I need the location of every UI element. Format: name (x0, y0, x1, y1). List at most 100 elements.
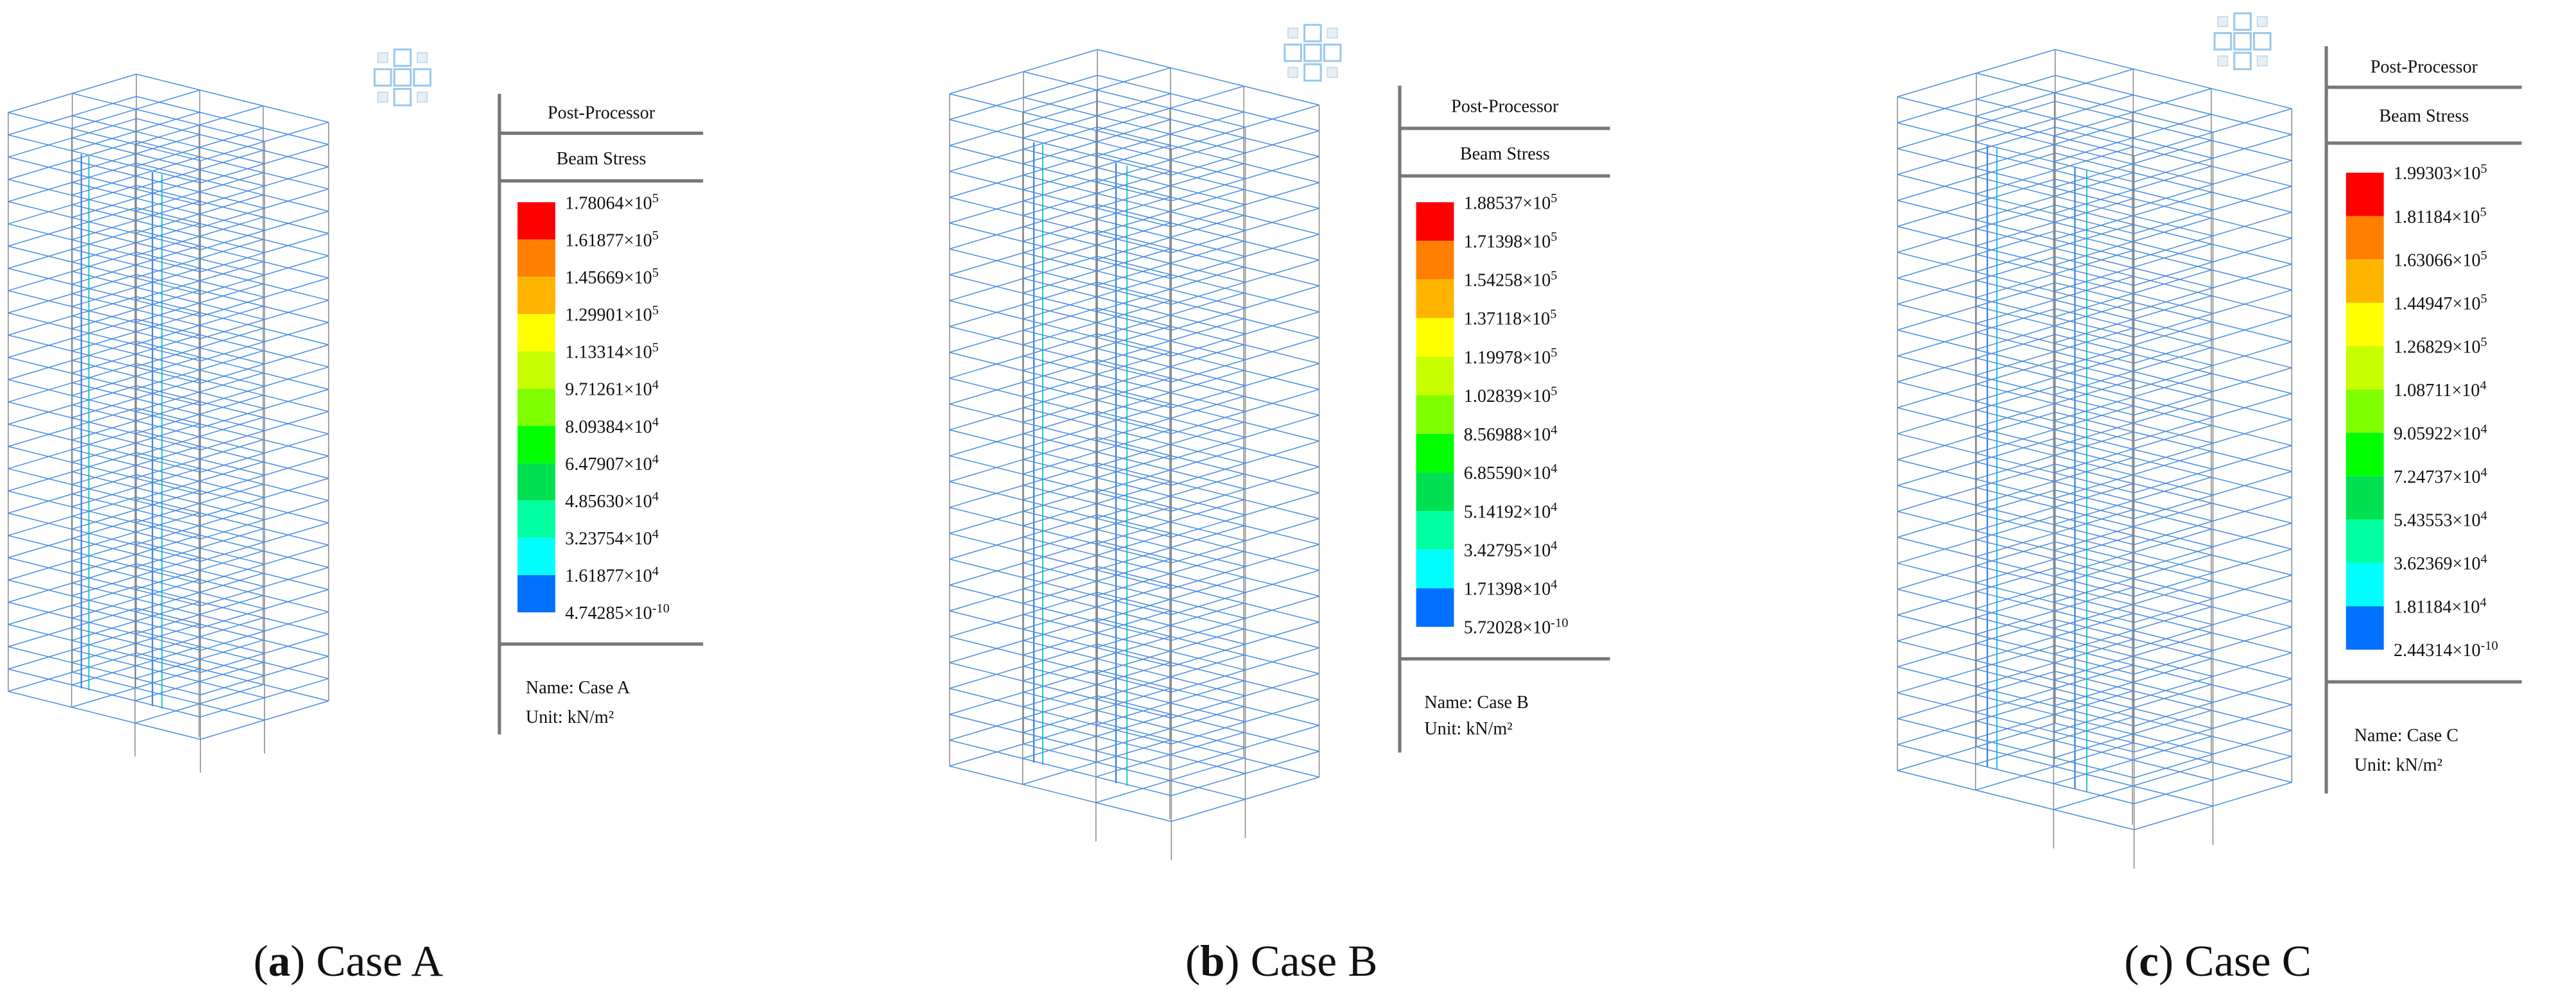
scale-exponent: 4 (2480, 379, 2486, 393)
floor-beam (136, 118, 329, 168)
floor-beam (1976, 176, 2213, 237)
scale-label: 1.63066×105 (2394, 248, 2487, 270)
scale-label: 1.44947×105 (2394, 292, 2487, 314)
color-swatch (2345, 216, 2384, 260)
floor-beam (136, 296, 329, 345)
scale-label: 1.29901×105 (565, 303, 659, 325)
floor-beam (1097, 411, 1319, 467)
floor-beam (1976, 513, 2213, 574)
floor-beam (949, 740, 1172, 797)
floor-beam (8, 468, 201, 517)
floor-beam (949, 222, 1172, 279)
legend-subheader: Beam Stress (2379, 107, 2469, 126)
scale-label: 3.62369×104 (2394, 552, 2487, 574)
scale-exponent: 5 (2480, 162, 2487, 176)
view-cube-corner (1327, 28, 1338, 39)
floor-beam (8, 646, 201, 696)
floor-beam (200, 322, 329, 361)
floor-beam (8, 652, 137, 692)
unit: Unit: kN/m² (526, 707, 614, 727)
scale-label: 1.37118×105 (1464, 307, 1557, 329)
floor-beam (8, 624, 201, 673)
scale-exponent: 5 (1551, 268, 1557, 282)
floor-beam (1023, 71, 1246, 128)
scale-label: 1.61877×105 (565, 229, 659, 250)
view-cube-corner (2217, 55, 2229, 67)
floor-beam (1097, 74, 1319, 132)
floor-beam (8, 223, 201, 273)
scale-label: 1.88537×105 (1464, 191, 1558, 213)
scale-exponent: 4 (2480, 465, 2487, 480)
floor-beam (2134, 704, 2292, 753)
floor-beam (136, 185, 329, 234)
floor-beam (2055, 282, 2292, 343)
floor-beam (72, 449, 265, 498)
scale-mantissa: 1.26829×10 (2394, 337, 2480, 357)
scale-label: 1.54258×105 (1464, 268, 1558, 290)
scale-exponent: -10 (1551, 616, 1568, 630)
floor-beam (1976, 565, 2213, 625)
floor-beam (8, 268, 201, 317)
scale-label: 1.78064×105 (565, 191, 659, 213)
view-cube-corner (1327, 67, 1338, 78)
scale-mantissa: 1.78064×10 (565, 193, 652, 213)
scale-mantissa: 6.47907×10 (565, 454, 652, 474)
floor-beam (1023, 278, 1246, 334)
floor-beam (72, 226, 265, 276)
floor-beam (1097, 618, 1319, 675)
floor-beam (72, 315, 265, 365)
floor-beam (8, 96, 137, 135)
floor-beam (1023, 562, 1246, 619)
floor-beam (1976, 331, 2213, 392)
floor-beam (949, 714, 1172, 770)
floor-beam (8, 156, 201, 206)
floor-beam (136, 429, 329, 479)
floor-beam (2055, 697, 2292, 757)
floor-beam (1023, 691, 1246, 749)
floor-beam (136, 273, 329, 324)
scale-label: 1.99303×105 (2394, 162, 2487, 184)
color-swatch (1416, 550, 1454, 589)
scale-exponent: 5 (1550, 307, 1556, 321)
floor-beam (2134, 186, 2292, 234)
floor-beam (1023, 252, 1246, 309)
floor-beam (8, 452, 137, 492)
view-cube (2233, 31, 2252, 51)
floor-beam (136, 407, 329, 457)
floor-beam (1097, 489, 1319, 545)
scale-mantissa: 6.85590×10 (1464, 463, 1551, 483)
floor-beam (1897, 562, 2134, 623)
caption-open: ( (254, 936, 268, 985)
floor-beam (1897, 640, 2134, 701)
floor-beam (1097, 100, 1319, 157)
floor-beam (1897, 770, 2134, 831)
floor-beam (1897, 277, 2134, 338)
floor-beam (949, 93, 1172, 150)
scale-label: 9.71261×104 (565, 377, 659, 399)
floor-beam (2134, 471, 2292, 519)
scale-label: 1.08711×104 (2394, 379, 2487, 401)
floor-beam (949, 636, 1172, 693)
scale-mantissa: 9.71261×10 (565, 380, 652, 400)
scale-exponent: 4 (652, 490, 659, 504)
floor-beam (949, 506, 1172, 564)
scale-mantissa: 2.44314×10 (2394, 641, 2480, 661)
scale-exponent: 4 (652, 415, 659, 429)
scale-label: 6.85590×104 (1464, 462, 1558, 483)
scale-label: 8.56988×104 (1464, 423, 1558, 445)
color-swatch (517, 500, 555, 538)
color-swatch (1416, 472, 1454, 512)
floor-beam (1976, 591, 2213, 652)
floor-beam (949, 688, 1172, 745)
floor-beam (1897, 541, 2056, 590)
floor-beam (136, 162, 329, 212)
view-cube-corner (2256, 55, 2268, 67)
floor-beam (1897, 510, 2134, 571)
floor-beam (200, 700, 329, 740)
floor-beam (1897, 744, 2134, 804)
legend-subheader: Beam Stress (1460, 144, 1550, 164)
floor-beam (1897, 485, 2134, 546)
scale-label: 5.43553×104 (2394, 508, 2487, 530)
